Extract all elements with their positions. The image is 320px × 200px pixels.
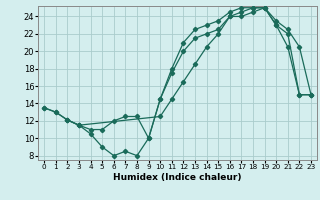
X-axis label: Humidex (Indice chaleur): Humidex (Indice chaleur) bbox=[113, 173, 242, 182]
